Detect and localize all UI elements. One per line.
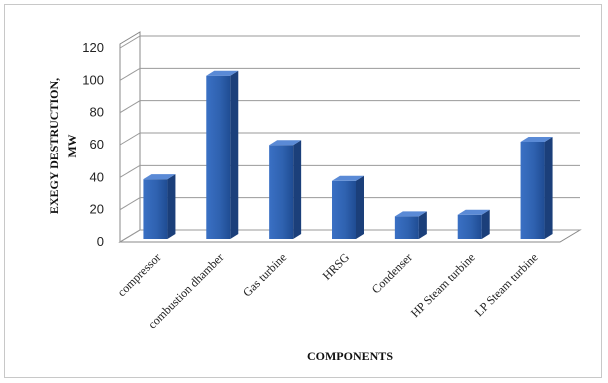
y-tick-label: 40 [90, 169, 104, 184]
y-tick-label: 100 [82, 72, 104, 87]
bar-side [481, 209, 490, 239]
bar-front [143, 179, 168, 239]
bar [394, 211, 427, 239]
x-axis-title: COMPONENTS [307, 349, 393, 363]
bar-top [394, 211, 427, 217]
bar-front [269, 145, 294, 239]
gridline [119, 35, 580, 49]
bar-top [206, 70, 239, 76]
bar-front [394, 216, 419, 239]
gridline [119, 100, 580, 114]
bar [520, 137, 553, 239]
bar-side [356, 175, 364, 239]
bar-side [230, 70, 239, 239]
bar-front [332, 180, 356, 239]
y-axis-ticks: 0 20 40 60 80 100 120 [82, 40, 104, 249]
side-wall [119, 31, 141, 243]
bar-top [143, 174, 176, 180]
bar [143, 174, 176, 239]
y-axis-title-unit: MW [65, 134, 79, 157]
x-category-label: HRSG [320, 250, 353, 283]
y-tick-label: 80 [90, 105, 104, 120]
bar [332, 175, 364, 239]
gridline [119, 67, 580, 81]
bar-front [520, 142, 545, 239]
y-tick-label: 20 [90, 202, 104, 217]
bar-top [520, 137, 553, 142]
y-tick-label: 0 [97, 234, 104, 249]
x-category-label: HP Steam turbine [408, 250, 478, 320]
bar [206, 70, 239, 239]
gridline [119, 197, 580, 211]
bar [269, 140, 302, 239]
x-category-label: Condenser [369, 250, 415, 296]
bar-side [544, 137, 553, 239]
bar-top [457, 209, 490, 215]
gridlines [119, 35, 580, 243]
chart-frame [4, 4, 602, 378]
y-tick-label: 120 [82, 40, 104, 55]
bar-top [269, 140, 302, 146]
bar-front [206, 75, 231, 239]
y-tick-label: 60 [90, 137, 104, 152]
bar-side [418, 211, 427, 239]
x-category-label: Gas turbine [240, 250, 289, 299]
gridline [119, 132, 580, 146]
y-axis-title: EXEGY DESTRUCTION, [47, 78, 61, 214]
gridline [119, 164, 580, 178]
gridline [119, 229, 580, 243]
bar-front [457, 214, 482, 239]
bar-top [332, 175, 364, 181]
bars [143, 70, 553, 239]
bar [457, 209, 490, 239]
x-category-label: compressor [115, 250, 164, 299]
bar-side [293, 140, 302, 239]
x-category-label: LP Steam turbine [472, 250, 541, 319]
bar-side [167, 174, 176, 239]
